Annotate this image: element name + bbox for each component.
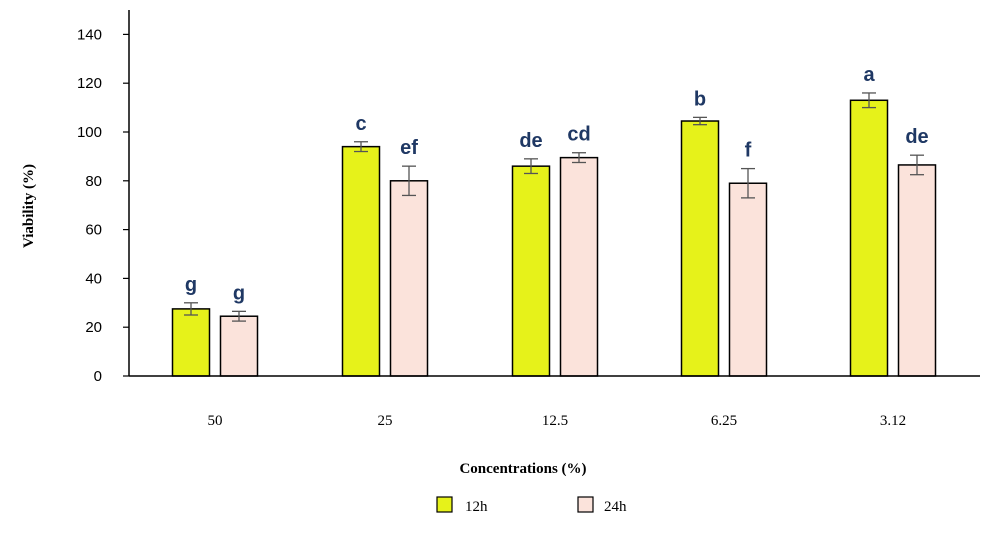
error-bar bbox=[910, 154, 924, 176]
bar-24h bbox=[728, 182, 768, 377]
error-bar bbox=[741, 167, 755, 199]
significance-letter: ef bbox=[400, 137, 418, 159]
y-tick-label: 60 bbox=[85, 222, 102, 239]
legend-swatch-12h bbox=[436, 496, 453, 513]
bar-24h bbox=[897, 164, 937, 377]
y-axis-title: Viability (%) bbox=[21, 164, 37, 248]
bar-24h bbox=[389, 180, 429, 377]
x-tick-label: 12.5 bbox=[542, 413, 568, 429]
bar-12h bbox=[680, 120, 720, 377]
bars: g c de b a g ef cd f de bbox=[171, 64, 937, 377]
y-tick-label: 140 bbox=[77, 26, 102, 43]
significance-letter: cd bbox=[567, 124, 590, 146]
y-axis: 0 20 40 60 80 100 120 140 bbox=[77, 10, 130, 385]
bar-12h bbox=[171, 308, 211, 377]
error-bar bbox=[524, 158, 538, 175]
error-bar bbox=[354, 141, 368, 153]
legend-label-24h: 24h bbox=[604, 499, 627, 515]
y-tick-label: 120 bbox=[77, 75, 102, 92]
y-tick-label: 80 bbox=[85, 173, 102, 190]
x-axis: 50 25 12.5 6.25 3.12 bbox=[129, 375, 980, 429]
y-tick-label: 100 bbox=[77, 124, 102, 141]
significance-letter: g bbox=[185, 274, 197, 296]
x-tick-label: 6.25 bbox=[711, 413, 737, 429]
y-tick-label: 0 bbox=[94, 368, 102, 385]
bar-12h bbox=[341, 145, 381, 377]
y-tick-label: 20 bbox=[85, 319, 102, 336]
error-bar bbox=[693, 116, 707, 126]
bar-24h bbox=[219, 315, 259, 377]
significance-letter: f bbox=[745, 140, 752, 162]
significance-letter: c bbox=[355, 113, 366, 135]
y-tick-label: 40 bbox=[85, 270, 102, 287]
legend-label-12h: 12h bbox=[465, 499, 488, 515]
x-tick-label: 50 bbox=[208, 413, 223, 429]
error-bar bbox=[572, 152, 586, 164]
significance-letter: b bbox=[694, 88, 706, 110]
error-bar bbox=[232, 310, 246, 322]
x-tick-label: 3.12 bbox=[880, 413, 906, 429]
significance-letter: g bbox=[233, 282, 245, 304]
significance-letter: de bbox=[905, 126, 928, 148]
significance-letter: a bbox=[863, 64, 875, 86]
bar-12h bbox=[849, 99, 889, 377]
error-bar bbox=[184, 302, 198, 316]
bar-12h bbox=[511, 165, 551, 377]
significance-letter: de bbox=[519, 130, 542, 152]
x-axis-title: Concentrations (%) bbox=[459, 461, 586, 477]
bar-24h bbox=[559, 156, 599, 377]
legend: 12h 24h bbox=[436, 496, 627, 515]
x-tick-label: 25 bbox=[378, 413, 393, 429]
legend-swatch-24h bbox=[577, 496, 594, 513]
error-bar bbox=[862, 92, 876, 109]
error-bar bbox=[402, 165, 416, 197]
